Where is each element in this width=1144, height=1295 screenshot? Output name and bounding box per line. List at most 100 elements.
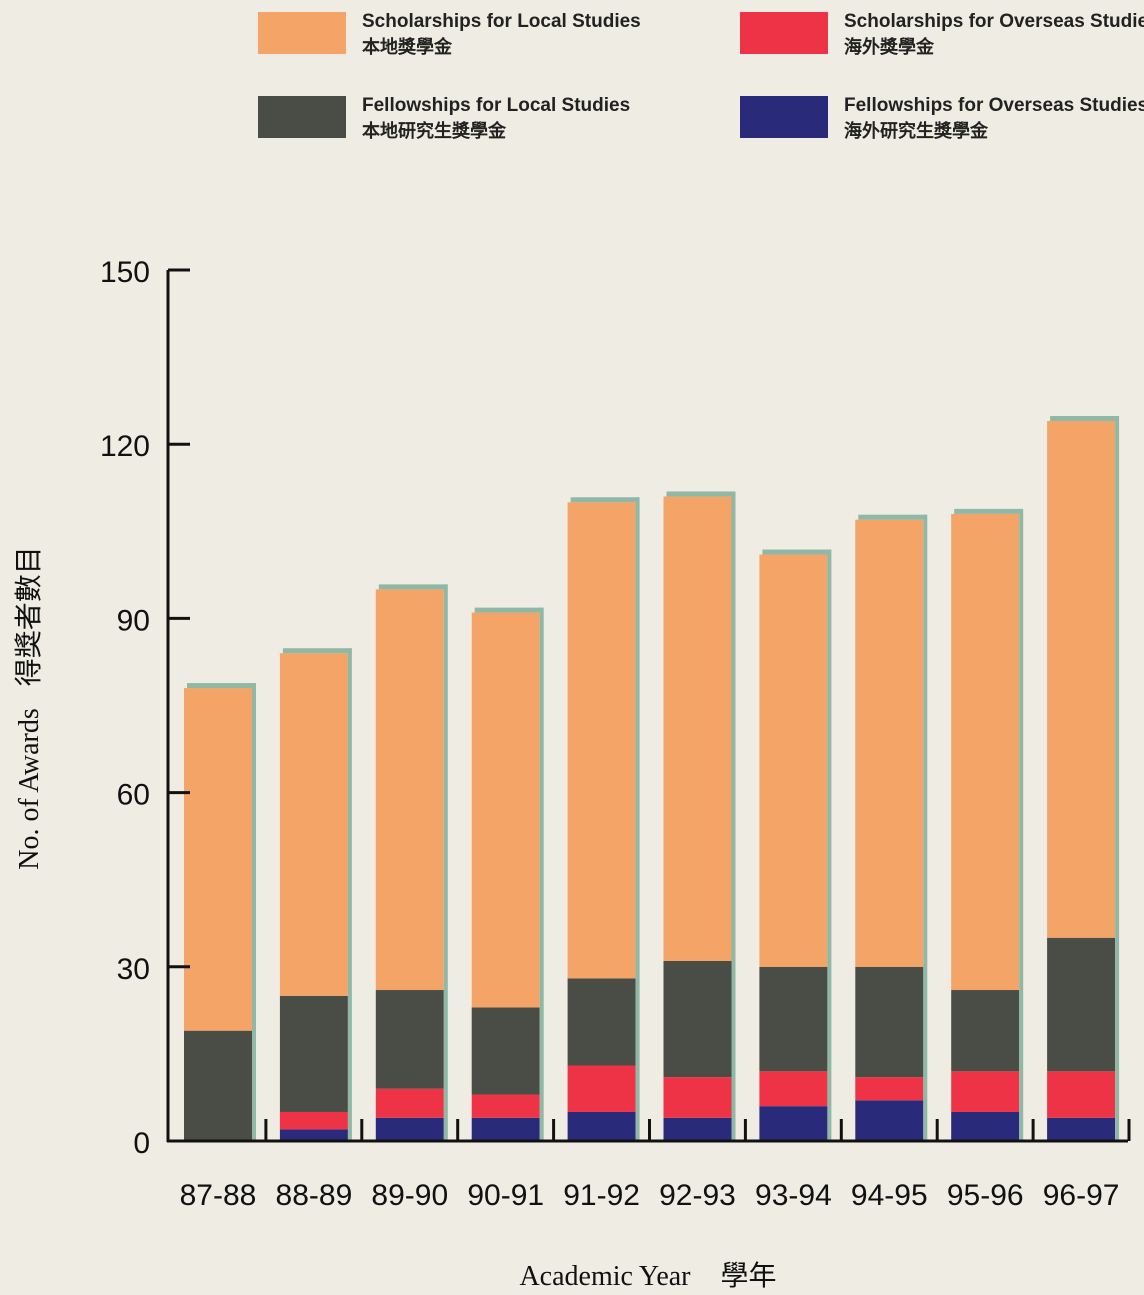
legend-label: Scholarships for Local Studies bbox=[362, 11, 641, 32]
bar-side-edge bbox=[443, 584, 448, 1141]
bar-fellowships-for-overseas-studies bbox=[663, 1117, 732, 1141]
bar-top-edge bbox=[474, 607, 543, 613]
y-axis-title-en: No. of Awards bbox=[14, 708, 45, 870]
bar-fellowships-for-local-studies bbox=[567, 978, 636, 1066]
bar-top-edge bbox=[762, 549, 831, 555]
bar-group-94-95 bbox=[855, 514, 928, 1141]
bar-scholarships-for-overseas-studies bbox=[663, 1077, 732, 1118]
x-axis-title-en: Academic Year bbox=[519, 1261, 691, 1291]
x-tick-label: 90-91 bbox=[467, 1179, 544, 1212]
y-tick-label: 120 bbox=[100, 430, 150, 463]
y-tick-label: 60 bbox=[117, 779, 150, 812]
bar-scholarships-for-overseas-studies bbox=[471, 1094, 540, 1118]
x-axis-title-zh: 學年 bbox=[721, 1259, 777, 1291]
bar-fellowships-for-local-studies bbox=[663, 960, 732, 1078]
bar-scholarships-for-local-studies bbox=[759, 554, 828, 967]
bar-scholarships-for-local-studies bbox=[471, 612, 540, 1008]
y-axis-title: No. of Awards 得獎者數目 bbox=[12, 546, 45, 870]
bar-top-edge bbox=[954, 508, 1023, 514]
axis-labels: Academic Year 學年 No. of Awards 得獎者數目 bbox=[12, 546, 777, 1292]
bar-fellowships-for-overseas-studies bbox=[375, 1117, 444, 1141]
bar-scholarships-for-local-studies bbox=[951, 513, 1020, 991]
bar-scholarships-for-local-studies bbox=[1047, 420, 1116, 938]
legend-label-zh: 海外研究生獎學金 bbox=[844, 120, 989, 141]
y-tick-label: 90 bbox=[117, 604, 150, 637]
bar-fellowships-for-local-studies bbox=[375, 990, 444, 1089]
legend-label-zh: 本地研究生獎學金 bbox=[362, 120, 507, 141]
bar-top-edge bbox=[378, 584, 447, 590]
bar-side-edge bbox=[827, 549, 832, 1141]
bar-scholarships-for-local-studies bbox=[663, 496, 732, 961]
x-tick-label: 95-96 bbox=[947, 1179, 1024, 1212]
bar-fellowships-for-local-studies bbox=[855, 966, 924, 1078]
bar-group-87-88 bbox=[184, 683, 256, 1141]
bar-top-edge bbox=[666, 491, 735, 497]
legend-item: Fellowships for Overseas Studies 海外研究生獎學金 bbox=[740, 95, 1144, 141]
y-tick-label: 30 bbox=[117, 953, 150, 986]
bar-group-96-97 bbox=[1047, 415, 1120, 1141]
bar-group-93-94 bbox=[759, 549, 832, 1141]
bar-scholarships-for-overseas-studies bbox=[759, 1071, 828, 1107]
bar-fellowships-for-local-studies bbox=[759, 966, 828, 1072]
bar-group-92-93 bbox=[663, 491, 736, 1142]
legend-item: Scholarships for Overseas Studies 海外獎學金 bbox=[740, 11, 1144, 57]
bar-scholarships-for-local-studies bbox=[567, 502, 636, 979]
bar-scholarships-for-overseas-studies bbox=[375, 1088, 444, 1118]
legend-swatch bbox=[740, 96, 828, 138]
bar-fellowships-for-local-studies bbox=[951, 990, 1020, 1072]
legend-swatch bbox=[258, 96, 346, 138]
x-tick-label: 92-93 bbox=[659, 1179, 736, 1212]
bar-top-edge bbox=[858, 514, 927, 520]
x-tick-label: 91-92 bbox=[563, 1179, 640, 1212]
bar-fellowships-for-local-studies bbox=[471, 1007, 540, 1095]
bar-scholarships-for-overseas-studies bbox=[1047, 1071, 1116, 1118]
bar-fellowships-for-overseas-studies bbox=[855, 1100, 924, 1141]
legend-swatch bbox=[258, 12, 346, 54]
legend: Scholarships for Local Studies本地獎學金Schol… bbox=[258, 11, 1144, 141]
bar-group-88-89 bbox=[279, 648, 352, 1141]
bar-group-89-90 bbox=[375, 584, 448, 1141]
axes: 0 30 60 90 120 150 87-88 88-89 89-90 90-91 91-92 92… bbox=[100, 256, 1131, 1212]
x-tick-label: 88-89 bbox=[276, 1179, 353, 1212]
legend-label: Fellowships for Overseas Studies bbox=[844, 95, 1144, 116]
bar-group-91-92 bbox=[567, 497, 640, 1141]
bar-fellowships-for-local-studies bbox=[1047, 937, 1116, 1072]
bar-scholarships-for-overseas-studies bbox=[855, 1077, 924, 1101]
bar-fellowships-for-local-studies bbox=[279, 995, 348, 1112]
y-tick-label: 150 bbox=[100, 256, 150, 289]
legend-item: Scholarships for Local Studies 本地獎學金 bbox=[258, 11, 641, 57]
bar-scholarships-for-overseas-studies bbox=[279, 1111, 348, 1130]
x-axis-title: Academic Year 學年 bbox=[519, 1259, 776, 1291]
bar-fellowships-for-overseas-studies bbox=[279, 1129, 348, 1141]
bar-fellowships-for-overseas-studies bbox=[471, 1117, 540, 1141]
bar-top-edge bbox=[1050, 415, 1119, 421]
bar-scholarships-for-overseas-studies bbox=[951, 1071, 1020, 1112]
bar-top-edge bbox=[282, 648, 351, 654]
legend-swatch bbox=[740, 12, 828, 54]
legend-label-zh: 本地獎學金 bbox=[362, 36, 453, 57]
legend-label: Fellowships for Local Studies bbox=[362, 95, 630, 116]
legend-item: Fellowships for Local Studies 本地研究生獎學金 bbox=[258, 95, 630, 141]
bar-group-95-96 bbox=[951, 508, 1024, 1141]
bar-fellowships-for-overseas-studies bbox=[951, 1111, 1020, 1141]
bar-side-edge bbox=[539, 607, 544, 1141]
bar-scholarships-for-local-studies bbox=[375, 589, 444, 991]
bar-side-edge bbox=[1019, 508, 1024, 1141]
bar-fellowships-for-overseas-studies bbox=[1047, 1117, 1116, 1141]
bar-top-edge bbox=[570, 497, 639, 503]
y-tick-label: 0 bbox=[133, 1127, 150, 1160]
bar-fellowships-for-local-studies bbox=[184, 1030, 252, 1141]
bar-group-90-91 bbox=[471, 607, 544, 1141]
bar-side-edge bbox=[1115, 415, 1120, 1141]
x-tick-label: 89-90 bbox=[371, 1179, 448, 1212]
x-tick-label: 93-94 bbox=[755, 1179, 832, 1212]
bar-fellowships-for-overseas-studies bbox=[759, 1106, 828, 1141]
bar-side-edge bbox=[347, 648, 352, 1141]
x-tick-label: 94-95 bbox=[851, 1179, 928, 1212]
bar-scholarships-for-overseas-studies bbox=[567, 1065, 636, 1112]
bar-side-edge bbox=[923, 514, 928, 1141]
bar-scholarships-for-local-studies bbox=[184, 688, 252, 1031]
bar-fellowships-for-overseas-studies bbox=[567, 1111, 636, 1141]
